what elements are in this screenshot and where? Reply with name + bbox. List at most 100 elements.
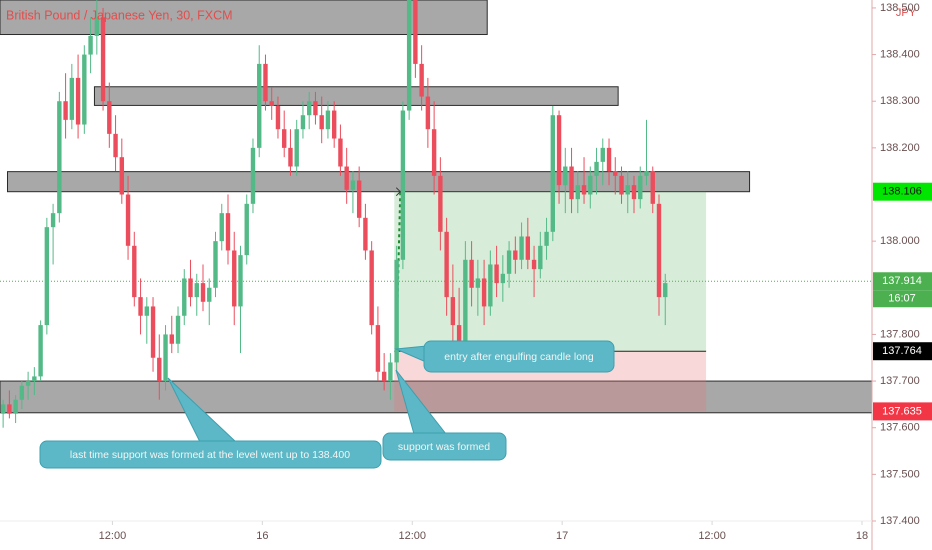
candle-body	[50, 213, 56, 228]
callout-text: last time support was formed at the leve…	[70, 449, 350, 461]
candle-body	[581, 185, 587, 195]
x-tick-label: 12:00	[698, 530, 726, 542]
axis-layer: 137.400 137.500 137.600 137.700 137.800 138.0…	[99, 2, 932, 542]
candle-body	[182, 278, 187, 316]
price-tag-label: 137.764	[882, 345, 922, 357]
price-tag-label: 137.914	[882, 275, 922, 287]
y-tick-label: 138.300	[880, 95, 920, 107]
y-tick-label: 138.400	[880, 48, 920, 60]
candle-body	[13, 399, 18, 414]
candle-body	[32, 376, 37, 382]
candle-body	[138, 297, 143, 316]
callouts: entry after engulfing candle long last t…	[39, 340, 615, 469]
zone	[93, 86, 619, 106]
callout-box	[423, 340, 615, 373]
candle-body	[163, 334, 168, 382]
x-tick-label: 12:00	[99, 530, 127, 542]
candle-body	[663, 283, 668, 298]
candle-body	[650, 171, 655, 204]
candle-body	[100, 17, 106, 102]
candle-body	[556, 115, 562, 186]
candle-body	[44, 227, 50, 326]
candle-body	[157, 357, 162, 382]
candle-body	[619, 175, 624, 195]
candle-body	[194, 283, 199, 298]
countdown-label: 16:07	[888, 293, 916, 305]
candle-body	[82, 54, 87, 125]
candle-body	[394, 259, 399, 363]
candle-body	[0, 404, 6, 414]
y-tick-label: 137.600	[880, 422, 920, 434]
candle-body	[207, 287, 212, 302]
candle-body	[306, 101, 312, 116]
candle-body	[656, 203, 662, 298]
y-tick-label: 137.800	[880, 328, 920, 340]
candle-body	[588, 175, 593, 195]
candle-body	[506, 250, 512, 274]
price-tag	[873, 182, 932, 201]
candle-body	[200, 283, 206, 302]
candle-body	[406, 0, 412, 111]
candle-body	[525, 236, 531, 260]
candle-body	[94, 17, 100, 36]
callout-text: support was formed	[398, 441, 490, 453]
y-tick-label: 137.500	[880, 468, 920, 480]
candle-body	[188, 278, 193, 298]
candle-body	[169, 334, 174, 344]
candle-body	[438, 175, 443, 232]
zone	[0, 0, 488, 36]
candle-body	[513, 250, 518, 260]
candle-body	[175, 315, 181, 344]
candle-body	[350, 180, 356, 190]
candle-body	[463, 259, 468, 344]
candle-body	[319, 115, 324, 130]
candle-body	[63, 101, 68, 120]
candle-body	[600, 147, 605, 162]
price-tag	[873, 402, 932, 421]
candle-body	[250, 147, 256, 204]
candle-body	[238, 255, 243, 307]
candle-body	[400, 110, 406, 260]
candle-body	[269, 101, 274, 106]
candle-body	[500, 273, 506, 284]
candle-body	[431, 129, 437, 176]
candle-body	[232, 250, 237, 307]
candle-body	[563, 166, 568, 186]
candle-body	[150, 306, 156, 358]
candle-body	[132, 245, 137, 298]
candle-body	[275, 105, 281, 130]
candle-body	[363, 217, 368, 251]
x-tick-label: 12:00	[398, 530, 426, 542]
y-tick-label: 138.500	[880, 2, 920, 14]
candle-body	[88, 35, 93, 55]
candle-body	[313, 101, 318, 116]
x-tick-label: 17	[556, 530, 568, 542]
candle-body	[69, 77, 75, 120]
candle-body	[375, 325, 381, 372]
candle-body	[444, 231, 449, 298]
candle-body	[331, 110, 337, 139]
candle-body	[119, 157, 125, 195]
candle-body	[19, 385, 25, 400]
candle-body	[369, 250, 374, 326]
candle-body	[300, 115, 306, 130]
candle-body	[144, 306, 149, 316]
candle-body	[631, 185, 637, 200]
price-tag	[873, 342, 932, 361]
y-tick-label: 138.200	[880, 142, 920, 154]
candle-body	[325, 110, 331, 130]
chart-title: British Pound / Japanese Yen, 30, FXCM	[6, 8, 233, 22]
candle-body	[107, 101, 112, 134]
candle-body	[519, 236, 524, 260]
callout-box	[39, 440, 382, 469]
candle-body	[625, 185, 630, 195]
y-tick-label: 137.400	[880, 515, 920, 527]
candle-body	[338, 138, 343, 167]
candle-body	[475, 278, 481, 288]
candle-body	[244, 203, 249, 256]
candle-body	[531, 259, 537, 270]
candles-layer	[0, 0, 668, 428]
candle-body	[550, 115, 556, 232]
candle-body	[450, 297, 456, 326]
